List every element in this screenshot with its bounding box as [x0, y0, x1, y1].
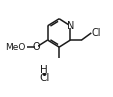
Text: H: H — [40, 65, 48, 75]
Text: Cl: Cl — [39, 73, 49, 83]
Text: O: O — [32, 42, 40, 52]
Text: MeO: MeO — [6, 43, 26, 52]
FancyBboxPatch shape — [68, 24, 72, 28]
FancyBboxPatch shape — [18, 45, 26, 49]
FancyBboxPatch shape — [34, 45, 38, 49]
Text: N: N — [66, 21, 73, 31]
Text: Cl: Cl — [91, 28, 100, 38]
